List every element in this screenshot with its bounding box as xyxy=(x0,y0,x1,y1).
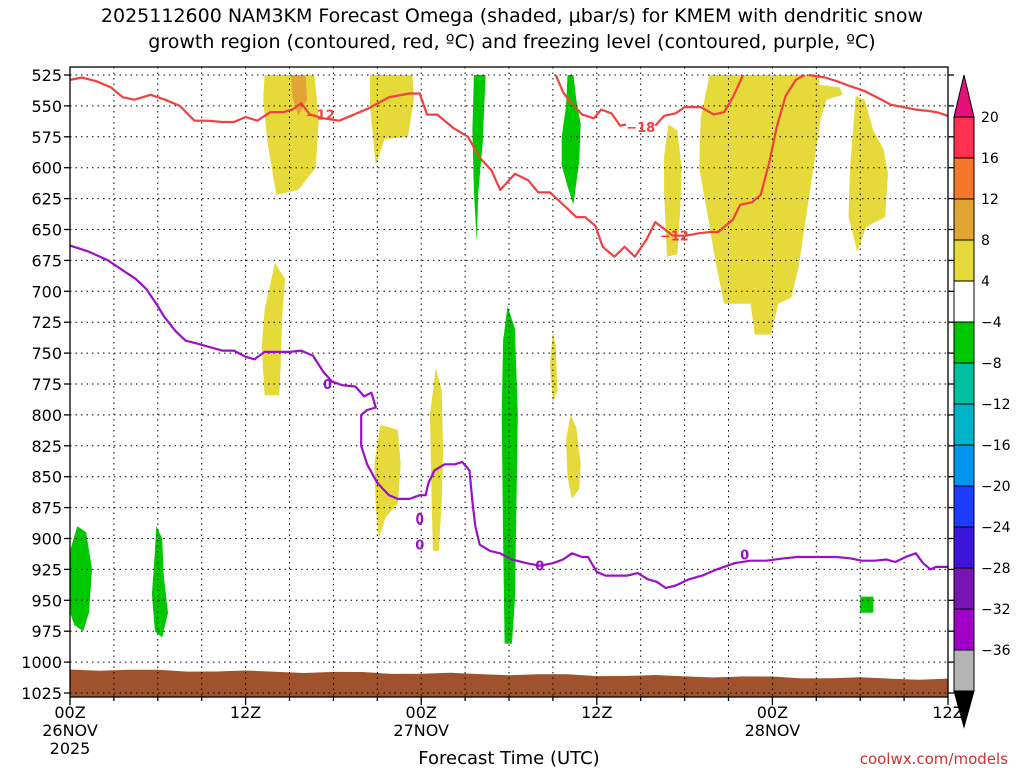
contour-label-0: 0 xyxy=(740,549,749,564)
omega-region-yellow-4 xyxy=(699,75,843,335)
y-tick-label: 925 xyxy=(31,560,62,579)
omega-region-yellow-10 xyxy=(566,414,581,499)
colorbar-label: −16 xyxy=(981,438,1011,454)
y-tick-label: 725 xyxy=(31,313,62,332)
x-tick-year: 2025 xyxy=(50,739,91,758)
chart-title-line-1: 2025112600 NAM3KM Forecast Omega (shaded… xyxy=(101,5,923,27)
omega-region-yellow-6 xyxy=(261,262,286,396)
colorbar-swatch xyxy=(953,157,975,200)
y-tick-label: 975 xyxy=(31,622,62,641)
colorbar: 20 16 12 8 4 −4 −8 −12 −16 −20 −24 −28 −32 −36 xyxy=(953,74,1011,729)
colorbar-swatch xyxy=(953,485,975,528)
y-tick-label: 550 xyxy=(31,97,62,116)
x-tick-label: 00Z xyxy=(757,703,788,722)
colorbar-label: 8 xyxy=(981,233,990,249)
grid-layer xyxy=(70,67,948,697)
colorbar-label: 16 xyxy=(981,151,999,167)
x-tick-label: 00Z xyxy=(406,703,437,722)
red-contour-minus12 xyxy=(70,74,806,258)
contour-label-minus18: −18 xyxy=(626,121,655,136)
x-tick-label: 00Z xyxy=(54,703,85,722)
colorbar-label: −12 xyxy=(981,397,1011,413)
y-tick-label: 900 xyxy=(31,530,62,549)
colorbar-label: 4 xyxy=(981,274,990,290)
colorbar-label: −4 xyxy=(981,315,1002,331)
omega-region-yellow-8 xyxy=(430,367,444,551)
omega-region-yellow-3 xyxy=(664,124,682,257)
colorbar-swatch xyxy=(953,526,975,569)
colorbar-swatch xyxy=(953,280,975,323)
y-axis: 525 550 575 600 625 650 675 700 725 750 775 800 825 8… xyxy=(21,66,954,703)
colorbar-label: 20 xyxy=(981,110,999,126)
colorbar-bottom-arrow xyxy=(953,690,975,729)
colorbar-label: −20 xyxy=(981,479,1011,495)
x-tick-label: 12Z xyxy=(932,703,963,722)
purple-small-loop xyxy=(416,512,424,525)
y-tick-label: 800 xyxy=(31,406,62,425)
y-tick-label: 850 xyxy=(31,468,62,487)
x-tick-label: 12Z xyxy=(230,703,261,722)
x-tick-date: 28NOV xyxy=(745,721,801,740)
x-tick-date: 27NOV xyxy=(393,721,449,740)
colorbar-swatch xyxy=(953,321,975,364)
colorbar-swatch xyxy=(953,649,975,692)
colorbar-label: −32 xyxy=(981,602,1011,618)
omega-region-green-6 xyxy=(860,596,874,613)
omega-region-yellow-9 xyxy=(550,330,558,403)
y-tick-label: 875 xyxy=(31,499,62,518)
y-tick-label: 1000 xyxy=(21,653,62,672)
omega-region-green-3 xyxy=(501,306,518,644)
colorbar-label: −36 xyxy=(981,643,1011,659)
contour-label-minus12: −12 xyxy=(660,230,689,245)
colorbar-swatch xyxy=(953,444,975,487)
y-tick-label: 625 xyxy=(31,190,62,209)
red-contour-upper xyxy=(554,74,627,127)
omega-region-green-4 xyxy=(70,526,92,632)
contour-label-0: 0 xyxy=(323,378,332,393)
contour-label-0: 0 xyxy=(415,539,424,554)
colorbar-swatch xyxy=(953,239,975,282)
omega-region-yellow-5 xyxy=(848,96,888,252)
contour-label-minus12: −12 xyxy=(306,109,335,124)
y-tick-label: 700 xyxy=(31,282,62,301)
omega-region-yellow-2 xyxy=(370,75,414,166)
x-tick-label: 12Z xyxy=(581,703,612,722)
colorbar-swatch xyxy=(953,567,975,610)
y-tick-label: 950 xyxy=(31,591,62,610)
colorbar-label: −8 xyxy=(981,356,1002,372)
y-tick-label: 825 xyxy=(31,437,62,456)
colorbar-top-arrow xyxy=(953,74,975,118)
omega-region-green-5 xyxy=(151,526,168,638)
contour-label-0: 0 xyxy=(535,560,544,575)
colorbar-label: −28 xyxy=(981,561,1011,577)
x-tick-date: 26NOV xyxy=(42,721,98,740)
y-tick-label: 750 xyxy=(31,344,62,363)
omega-shading-layer xyxy=(70,75,888,644)
contour-layer: −12 −12 −18 0 0 0 0 xyxy=(70,73,948,589)
colorbar-swatch xyxy=(953,116,975,159)
chart-title-line-2: growth region (contoured, red, ºC) and f… xyxy=(148,31,875,53)
red-contour-right xyxy=(808,73,948,117)
y-tick-label: 1025 xyxy=(21,684,62,703)
y-tick-label: 525 xyxy=(31,66,62,85)
y-tick-label: 675 xyxy=(31,251,62,270)
purple-contour-0 xyxy=(70,244,948,589)
colorbar-swatch xyxy=(953,608,975,651)
x-axis-label: Forecast Time (UTC) xyxy=(418,748,599,768)
y-tick-label: 575 xyxy=(31,128,62,147)
y-tick-label: 600 xyxy=(31,159,62,178)
colorbar-swatch xyxy=(953,362,975,405)
y-tick-label: 650 xyxy=(31,221,62,240)
colorbar-label: −24 xyxy=(981,520,1011,536)
red-contour-minus18 xyxy=(654,74,745,127)
colorbar-swatch xyxy=(953,403,975,446)
colorbar-label: 12 xyxy=(981,192,999,208)
colorbar-swatch xyxy=(953,198,975,241)
omega-region-yellow-7 xyxy=(374,424,401,539)
credit-text: coolwx.com/models xyxy=(860,750,1008,768)
y-tick-label: 775 xyxy=(31,375,62,394)
omega-region-yellow-1 xyxy=(263,75,319,195)
